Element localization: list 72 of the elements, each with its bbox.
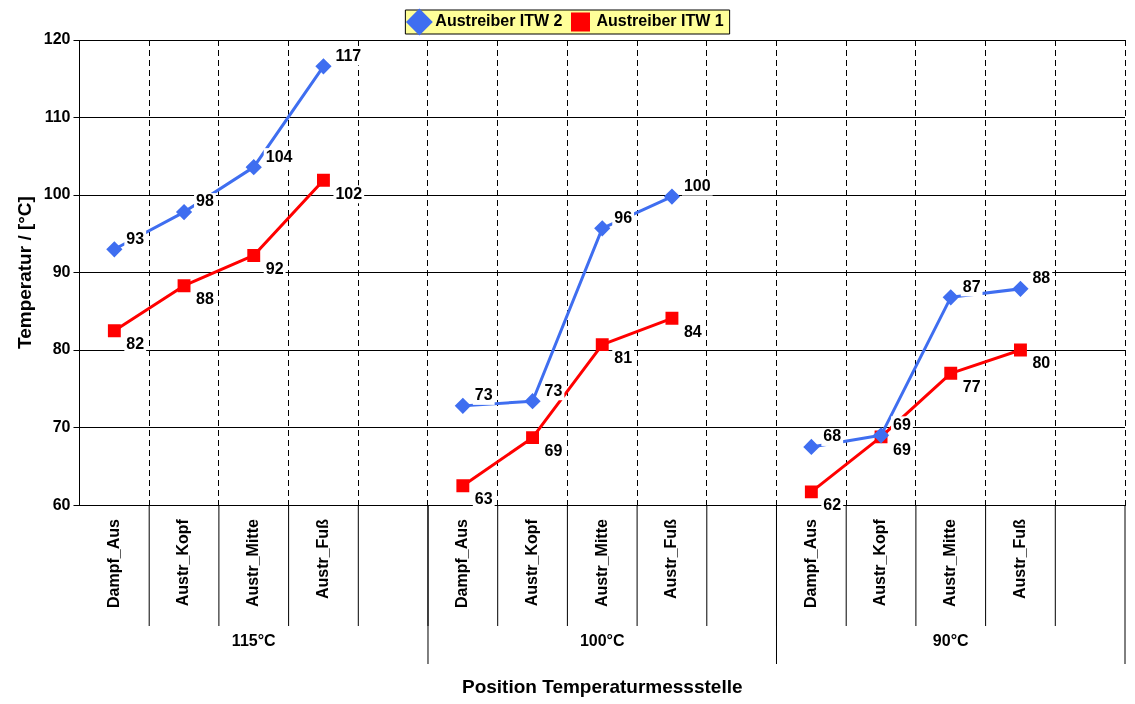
x-tick-label: Dampf_Aus [104,518,122,608]
point [1012,281,1028,297]
data-label: 92 [265,259,284,277]
x-tick-label: Dampf_Aus [453,518,471,608]
data-label: 69 [544,442,563,460]
data-label: 81 [614,349,633,367]
point [1014,343,1027,357]
y-tick-label: 100 [43,185,71,203]
point [317,173,330,187]
text: 100°C [579,632,626,650]
data-label: 104 [265,147,293,165]
point [315,58,331,74]
y-tick-label: 70 [52,417,71,435]
data-label: 117 [335,46,362,64]
x-axis-title: Position Temperaturmessstelle [461,676,743,698]
point [455,398,471,414]
data-label: 73 [544,381,563,399]
point [456,479,470,493]
point [943,289,959,305]
legend-label: Austreiber ITW 2 [435,12,563,30]
y-tick-label: 120 [43,30,71,48]
point [107,324,121,338]
point [526,431,539,445]
data-label: 69 [893,441,911,459]
data-label: 68 [823,427,842,445]
point [803,439,819,455]
data-label: 96 [614,208,633,226]
point [525,393,541,409]
point [246,159,262,175]
x-tick-label: Austr_Kopf [174,518,192,607]
x-tick-label: Dampf_Aus [801,518,819,608]
data-label: 98 [196,192,214,210]
y-tick-label: 110 [44,107,71,125]
data-label: 69 [893,415,911,433]
point [176,204,192,220]
data-label: 102 [335,184,363,202]
y-axis-title: Temperatur / [°C] [13,196,35,350]
text: 90°C [932,632,970,650]
x-tick-label: Austr_Kopf [522,518,540,607]
y-tick-label: 90 [52,262,71,280]
x-tick-label: Austr_Mitte [244,519,262,608]
legend-label: Austreiber ITW 1 [596,12,724,30]
point [944,366,958,380]
x-tick-label: Austr_Fuß [662,518,680,600]
data-label: 87 [962,277,981,295]
data-label: 80 [1032,354,1051,372]
point [177,279,191,293]
point [247,249,261,262]
data-label: 84 [683,322,702,340]
point [804,485,818,499]
data-label: 62 [823,496,842,514]
point [106,241,122,257]
data-label: 73 [474,386,493,404]
x-tick-label: Austr_Kopf [871,518,889,607]
data-label: 82 [126,335,145,353]
point [665,311,679,325]
y-tick-label: 80 [52,340,71,358]
point [594,220,610,236]
x-tick-label: Austr_Fuß [1010,518,1028,600]
y-tick-label: 60 [52,495,71,513]
data-label: 100 [683,176,711,194]
x-tick-label: Austr_Mitte [941,519,959,608]
data-label: 88 [1032,269,1051,287]
point [664,189,680,205]
point [595,338,609,352]
x-tick-label: Austr_Fuß [313,518,331,600]
text: 115°C [231,632,277,650]
x-tick-label: Austr_Mitte [592,519,610,608]
data-label: 93 [126,229,145,247]
data-label: 63 [474,490,493,508]
data-label: 88 [196,290,214,308]
data-label: 77 [962,377,981,395]
